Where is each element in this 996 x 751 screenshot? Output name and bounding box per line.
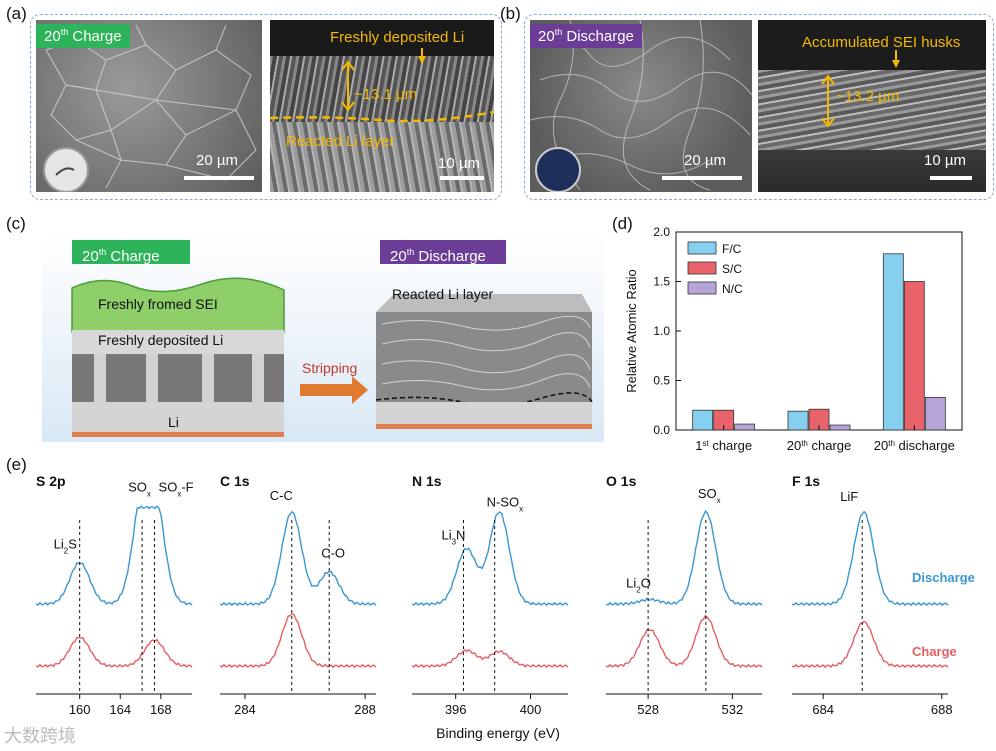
label-discharge: Discharge — [912, 570, 975, 585]
xps-tick-label: 400 — [520, 702, 542, 717]
tag-20th-discharge: 20th Discharge — [530, 24, 642, 48]
sem-image-charge-cross-section — [270, 20, 494, 192]
panel-label-a: (a) — [6, 4, 27, 23]
y-tick-label: 1.0 — [653, 324, 670, 338]
sem-image-charge-surface — [36, 20, 262, 192]
xps-curve-charge — [791, 620, 949, 669]
x-tick-label: 20th charge — [787, 438, 852, 453]
xps-peak-label: SOx — [128, 479, 151, 498]
scale-bar-b-left — [662, 176, 742, 180]
annotation-reacted-li-layer: Reacted Li layer — [286, 133, 395, 150]
xps-peak-label: N-SOx — [487, 495, 524, 514]
xps-curve-discharge — [605, 509, 763, 607]
annotation-thickness-b: ~13.2 µm — [836, 88, 900, 105]
tag-c-20th-discharge: 20th Discharge — [380, 240, 506, 265]
x-tick-label: 1st charge — [695, 438, 752, 453]
xps-panel-title: O 1s — [606, 473, 637, 489]
sem-image-discharge-surface — [530, 20, 752, 192]
annotation-accumulated-sei-husks: Accumulated SEI husks — [802, 34, 961, 51]
xps-peak-label: Li3N — [441, 527, 465, 546]
xps-curve-discharge — [791, 510, 949, 607]
annotation-thickness-a: ~13.1 µm — [354, 86, 418, 103]
scale-label-b-right: 10 µm — [924, 152, 966, 169]
scale-label-a-left: 20 µm — [196, 152, 238, 169]
legend-label-FC: F/C — [722, 242, 742, 256]
panel-a-frame — [30, 14, 502, 200]
label-reacted-li-layer: Reacted Li layer — [392, 286, 494, 302]
bar-FC-1 — [787, 410, 809, 431]
legend-label-NC: N/C — [722, 282, 743, 296]
xps-curve-charge — [605, 614, 763, 669]
xps-peak-label: SOx — [698, 486, 721, 505]
annotation-freshly-deposited-li: Freshly deposited Li — [330, 29, 465, 46]
y-tick-label: 0.0 — [653, 423, 670, 437]
xps-peak-label: Li2O — [626, 575, 651, 594]
xps-tick-label: 160 — [69, 702, 91, 717]
y-tick-label: 0.5 — [653, 374, 670, 388]
legend-swatch-NC — [687, 281, 717, 295]
legend-label-SC: S/C — [722, 262, 742, 276]
legend-swatch-SC — [687, 261, 717, 275]
xps-curve-discharge — [35, 505, 193, 606]
bar-SC-2 — [903, 281, 925, 431]
xps-tick-label: 532 — [722, 702, 744, 717]
xps-curve-charge — [411, 648, 569, 669]
y-axis-label: Relative Atomic Ratio — [624, 269, 639, 393]
label-charge: Charge — [912, 644, 957, 659]
xps-tick-label: 684 — [812, 702, 834, 717]
xps-peak-label: Li2S — [54, 537, 78, 556]
xps-tick-label: 284 — [234, 702, 256, 717]
tag-20th-charge: 20th Charge — [36, 24, 130, 48]
xps-curve-charge — [35, 636, 193, 669]
panel-label-b: (b) — [500, 4, 521, 23]
xps-peak-label: SOx-F — [159, 479, 194, 498]
label-freshly-formed-sei: Freshly fromed SEI — [98, 296, 218, 312]
xps-tick-label: 164 — [109, 702, 131, 717]
xps-tick-label: 688 — [931, 702, 953, 717]
tag-c-20th-charge: 20th Charge — [72, 240, 190, 265]
bar-NC-0 — [734, 423, 756, 431]
xps-panel-title: N 1s — [412, 473, 442, 489]
xps-tick-label: 396 — [445, 702, 467, 717]
xps-panel-title: C 1s — [220, 473, 250, 489]
label-li: Li — [168, 414, 179, 430]
label-freshly-deposited-li: Freshly deposited Li — [98, 332, 224, 348]
panel-b-frame — [524, 14, 994, 200]
bar-FC-0 — [692, 409, 714, 431]
label-stripping: Stripping — [302, 360, 358, 376]
xps-tick-label: 288 — [354, 702, 376, 717]
scale-bar-a-right — [440, 176, 484, 180]
scale-bar-a-left — [184, 176, 254, 180]
xps-tick-label: 168 — [150, 702, 172, 717]
scale-bar-b-right — [930, 176, 972, 180]
y-tick-label: 2.0 — [653, 225, 670, 239]
xps-peak-label: LiF — [840, 489, 858, 504]
panel-label-d: (d) — [612, 214, 633, 233]
bar-NC-1 — [829, 424, 851, 431]
bar-NC-2 — [924, 396, 946, 431]
schematic-illustration — [71, 277, 593, 437]
xps-panel-title: S 2p — [36, 473, 66, 489]
x-tick-label: 20th discharge — [874, 438, 955, 453]
xps-curve-discharge — [411, 511, 569, 607]
scale-label-a-right: 10 µm — [438, 155, 480, 172]
sem-image-discharge-cross-section — [758, 20, 986, 192]
xps-curve-charge — [219, 612, 377, 669]
xps-tick-label: 528 — [637, 702, 659, 717]
xps-panel-title: F 1s — [792, 473, 820, 489]
panel-label-e: (e) — [6, 455, 27, 474]
xps-x-axis-label: Binding energy (eV) — [436, 725, 560, 741]
watermark: 大数跨境 — [4, 726, 76, 746]
xps-curve-discharge — [219, 510, 377, 607]
bar-FC-2 — [882, 253, 904, 431]
scale-label-b-left: 20 µm — [684, 152, 726, 169]
panel-label-c: (c) — [6, 214, 26, 233]
y-tick-label: 1.5 — [653, 275, 670, 289]
xps-peak-label: C-O — [321, 546, 345, 561]
xps-peak-label: C-C — [270, 488, 293, 503]
legend-swatch-FC — [687, 241, 717, 255]
